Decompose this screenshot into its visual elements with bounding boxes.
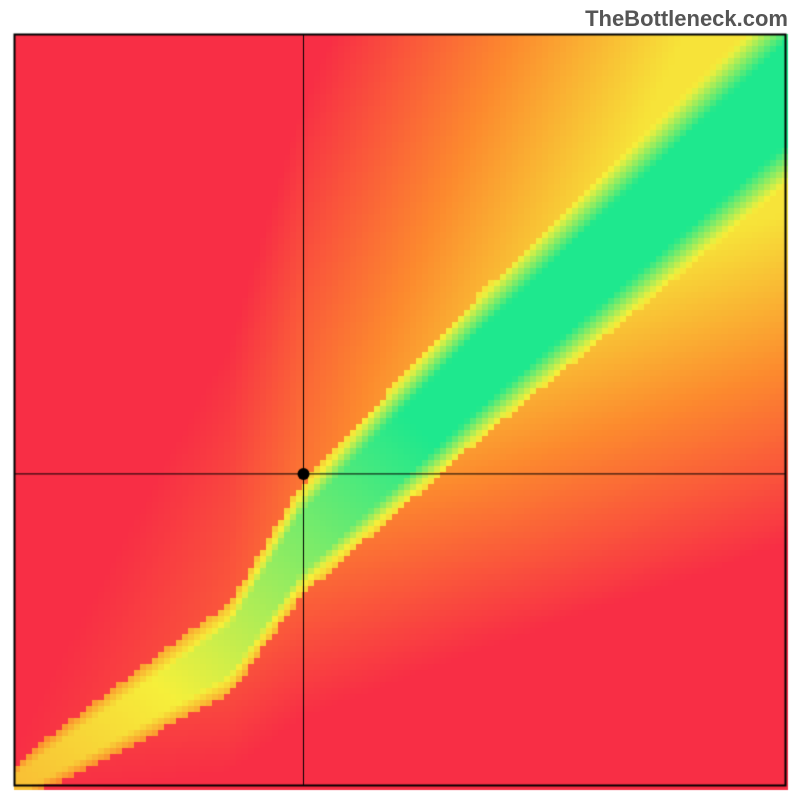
- heatmap-canvas: [0, 0, 800, 800]
- watermark-text: TheBottleneck.com: [585, 6, 788, 32]
- chart-container: TheBottleneck.com: [0, 0, 800, 800]
